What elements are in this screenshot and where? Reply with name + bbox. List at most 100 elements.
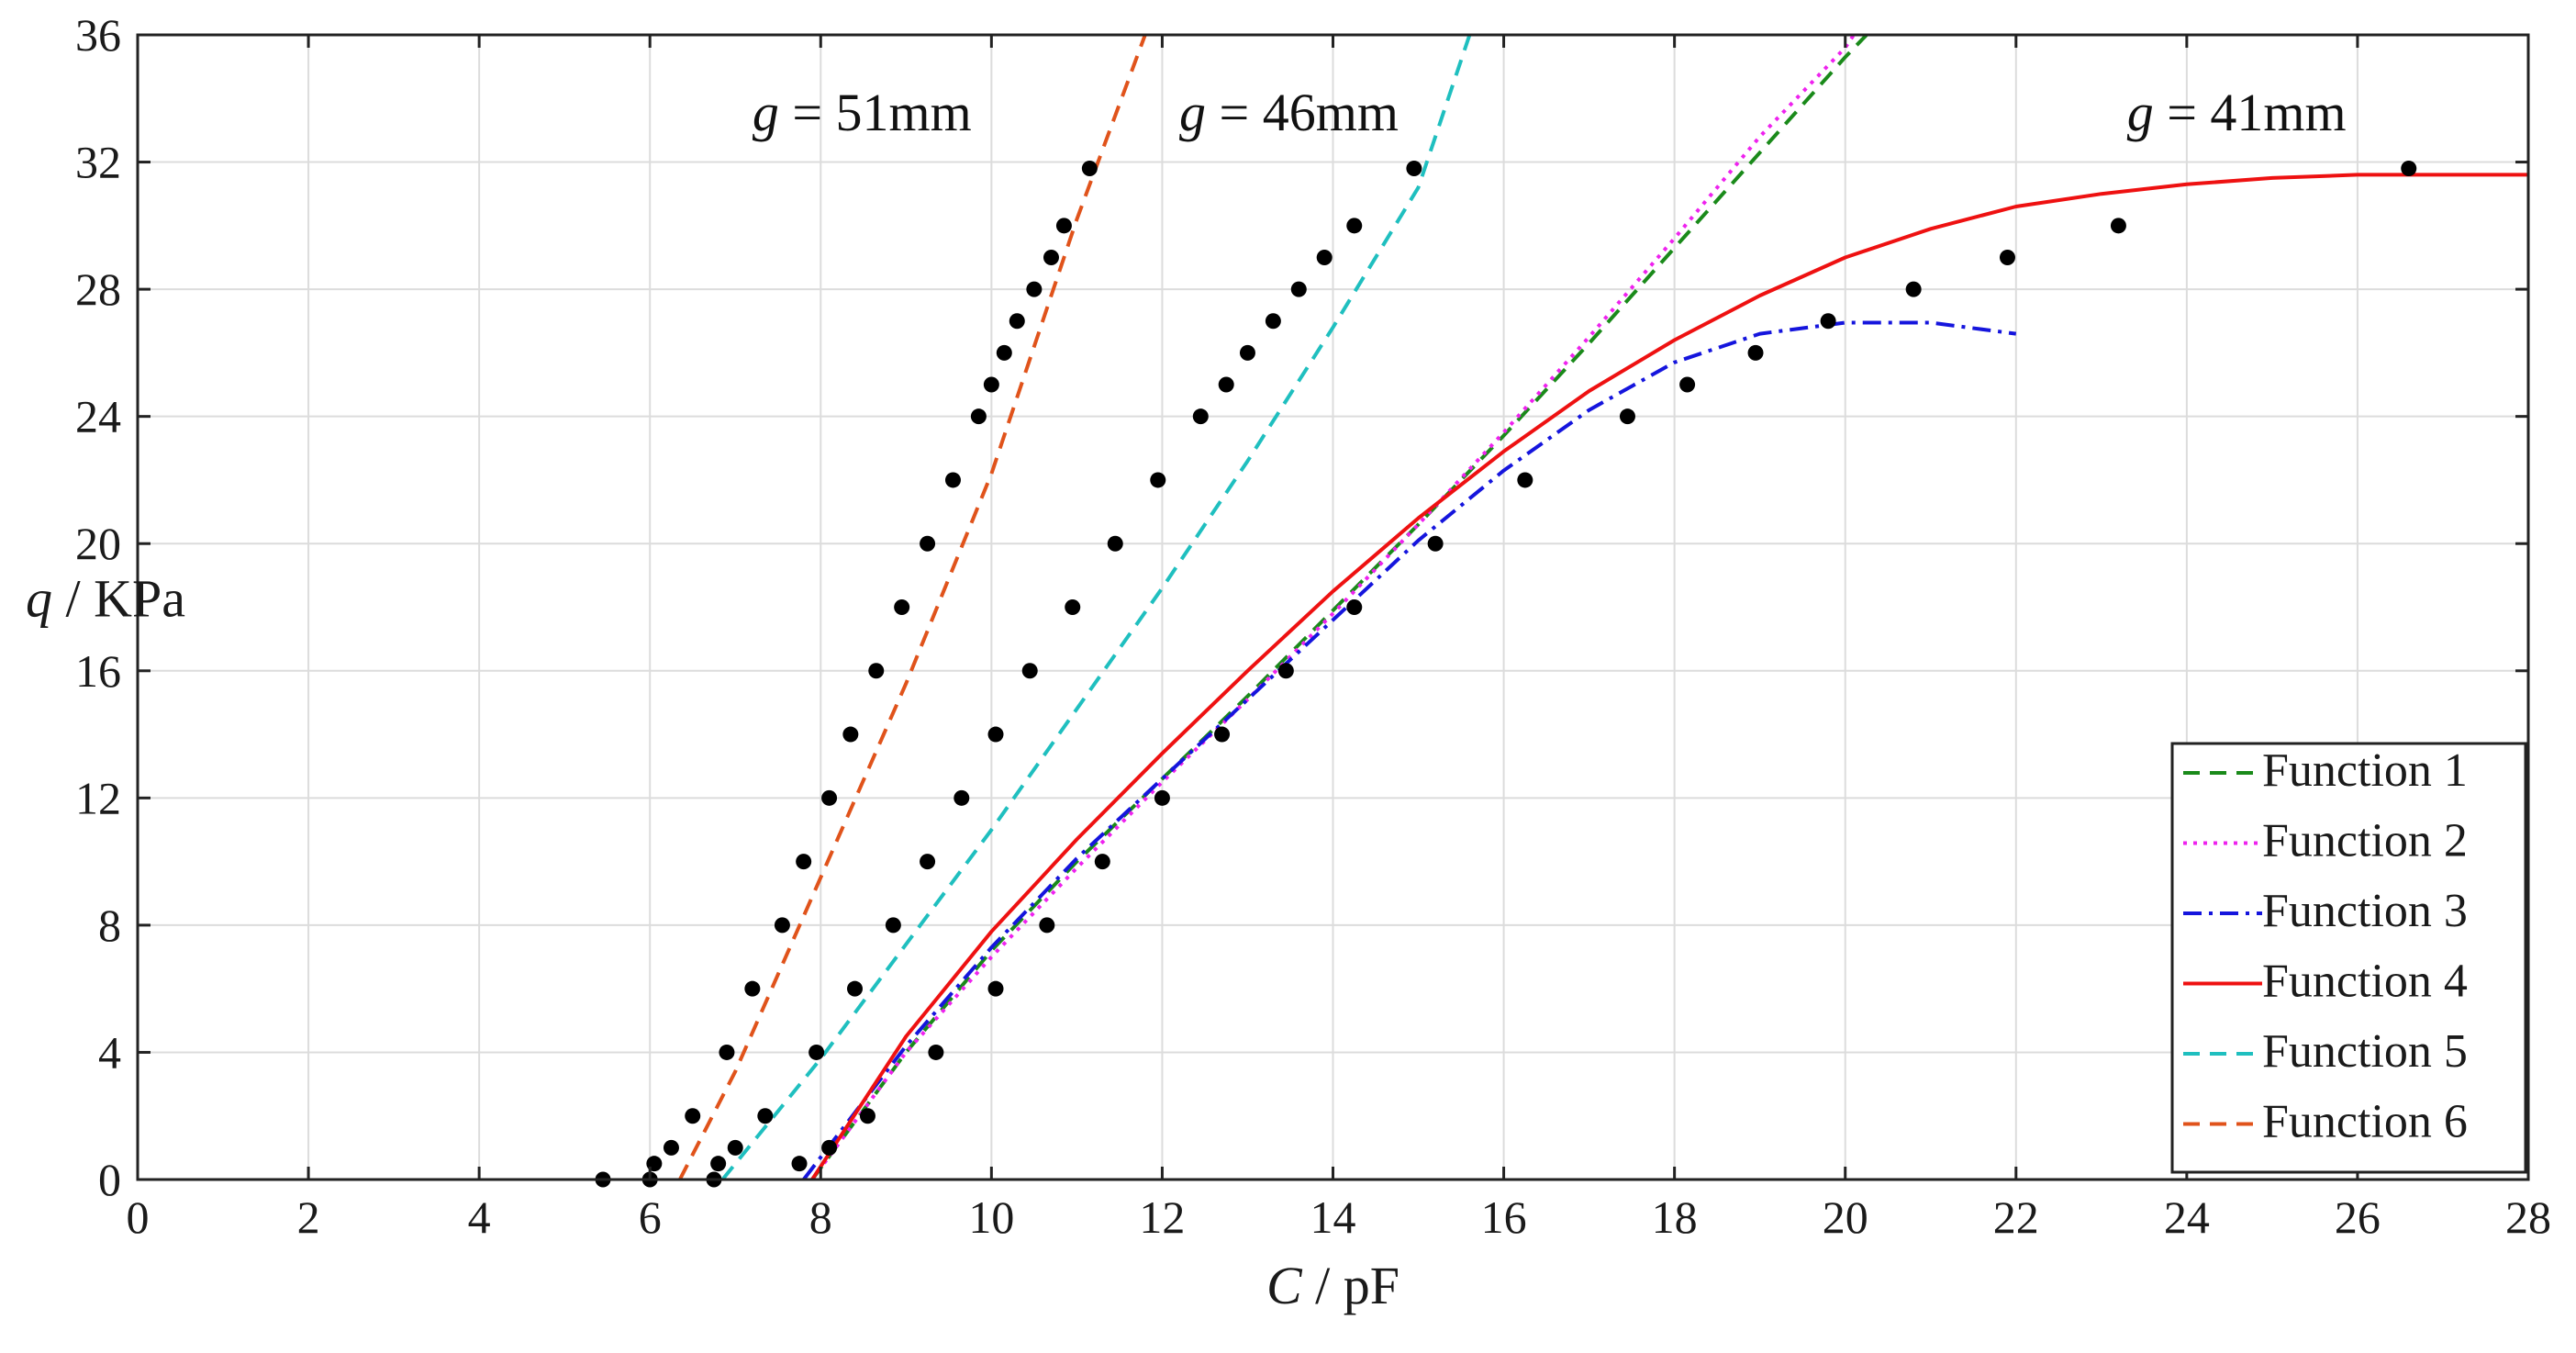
data-point-group-1: [744, 980, 761, 997]
data-point-group-3: [2110, 218, 2126, 234]
legend-label: Function 4: [2262, 956, 2468, 1008]
x-tick-label: 2: [297, 1191, 320, 1243]
data-point-group-3: [928, 1044, 944, 1060]
data-point-group-2: [1107, 535, 1123, 552]
data-point-group-1: [1043, 249, 1059, 265]
y-tick-label: 28: [75, 263, 121, 315]
data-point-group-2: [808, 1044, 825, 1060]
x-tick-label: 14: [1310, 1191, 1356, 1243]
data-point-group-3: [1820, 313, 1836, 330]
data-point-group-2: [1290, 281, 1307, 297]
x-tick-label: 0: [127, 1191, 150, 1243]
y-tick-label: 32: [75, 137, 121, 188]
legend-label: Function 3: [2262, 885, 2468, 937]
x-axis-title: C / pF: [1266, 1256, 1400, 1315]
data-point-group-3: [1214, 726, 1231, 743]
data-point-group-1: [796, 854, 812, 870]
data-point-group-3: [1277, 663, 1294, 679]
x-axis-unit: / pF: [1302, 1256, 1400, 1315]
data-point-group-2: [1218, 376, 1234, 393]
data-point-group-1: [983, 376, 999, 393]
x-tick-label: 22: [1993, 1191, 2039, 1243]
x-tick-label: 24: [2164, 1191, 2210, 1243]
data-point-group-3: [1094, 854, 1110, 870]
data-point-group-2: [1316, 249, 1333, 265]
x-tick-label: 20: [1823, 1191, 1868, 1243]
data-point-group-3: [1905, 281, 1922, 297]
legend-label: Function 1: [2262, 744, 2468, 797]
data-point-group-1: [1026, 281, 1043, 297]
y-tick-label: 0: [98, 1154, 121, 1205]
annotation-var: g: [753, 83, 779, 142]
measured-points: [595, 160, 2417, 1188]
annotation-var: g: [1179, 83, 1206, 142]
data-point-group-2: [987, 726, 1004, 743]
y-tick-label: 4: [98, 1026, 121, 1078]
data-point-group-2: [1406, 160, 1422, 176]
grid-lines: [138, 35, 2528, 1180]
axis-ticks: 0 2 4 6 8 10 12 14 16 18 20 22 24 26 28048121620242832…: [75, 9, 2551, 1243]
data-point-group-3: [1346, 599, 1363, 615]
data-point-group-1: [970, 408, 987, 425]
legend-box: [2170, 742, 2527, 1174]
data-point-group-2: [727, 1139, 743, 1156]
legend-label: Function 5: [2262, 1025, 2468, 1078]
data-point-group-2: [1239, 344, 1255, 361]
data-point-group-2: [757, 1108, 774, 1124]
y-tick-label: 12: [75, 772, 121, 823]
data-point-group-1: [719, 1044, 735, 1060]
data-point-group-2: [847, 980, 863, 997]
data-point-group-1: [868, 663, 885, 679]
data-point-group-1: [920, 535, 936, 552]
data-point-group-1: [996, 344, 1012, 361]
data-point-group-3: [2401, 160, 2417, 176]
data-point-group-2: [710, 1156, 727, 1172]
series-line-function-6: [678, 35, 1147, 1180]
data-point-group-1: [842, 726, 859, 743]
legend: Function 1 Function 2 Function 3 Function 4…: [2170, 742, 2527, 1174]
data-point-group-2: [1021, 663, 1038, 679]
data-point-group-3: [987, 980, 1004, 997]
annotation-label: g = 41mm: [2127, 83, 2347, 142]
y-tick-label: 8: [98, 900, 121, 951]
annotation-value: = 41mm: [2154, 83, 2347, 142]
annotation-value: = 51mm: [779, 83, 972, 142]
x-tick-label: 26: [2335, 1191, 2381, 1243]
annotation-value: = 46mm: [1206, 83, 1399, 142]
x-tick-label: 4: [468, 1191, 491, 1243]
series-lines: [678, 35, 2528, 1180]
data-point-group-2: [953, 789, 970, 806]
data-point-group-1: [1009, 313, 1025, 330]
data-point-group-1: [774, 917, 790, 934]
annotation-label: g = 46mm: [1179, 83, 1399, 142]
series-line-function-4: [810, 173, 2528, 1180]
series-line-function-5: [720, 35, 1472, 1180]
x-tick-label: 8: [809, 1191, 832, 1243]
data-point-group-2: [1065, 599, 1081, 615]
data-point-group-2: [1150, 472, 1166, 488]
x-tick-label: 28: [2505, 1191, 2551, 1243]
data-point-group-2: [1192, 408, 1209, 425]
data-point-group-3: [1619, 408, 1635, 425]
data-point-group-3: [1679, 376, 1696, 393]
legend-label: Function 6: [2262, 1096, 2468, 1148]
y-tick-label: 16: [75, 645, 121, 697]
data-point-group-2: [885, 917, 901, 934]
x-tick-label: 16: [1481, 1191, 1527, 1243]
data-point-group-3: [859, 1108, 875, 1124]
y-axis-unit: / KPa: [52, 569, 185, 629]
y-axis-var: q: [26, 569, 52, 629]
data-point-group-3: [821, 1139, 838, 1156]
data-point-group-2: [1265, 313, 1281, 330]
data-point-group-1: [894, 599, 910, 615]
data-point-group-2: [1346, 218, 1363, 234]
x-tick-label: 12: [1139, 1191, 1185, 1243]
y-axis-title: q / KPa: [26, 569, 185, 629]
data-point-group-3: [1427, 535, 1444, 552]
legend-label: Function 2: [2262, 815, 2468, 867]
data-point-group-3: [1999, 249, 2015, 265]
x-tick-label: 6: [639, 1191, 662, 1243]
x-axis-var: C: [1266, 1256, 1303, 1315]
data-point-group-1: [821, 789, 838, 806]
